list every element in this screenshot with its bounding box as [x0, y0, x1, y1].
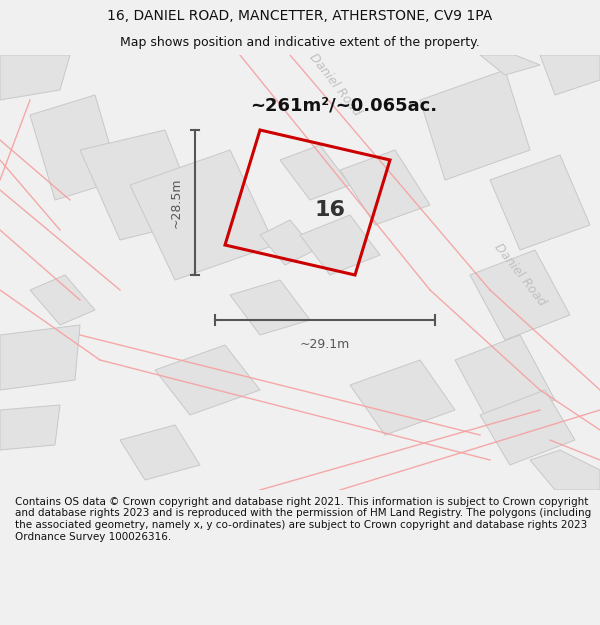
Polygon shape [300, 215, 380, 275]
Text: Contains OS data © Crown copyright and database right 2021. This information is : Contains OS data © Crown copyright and d… [15, 497, 591, 541]
Polygon shape [530, 450, 600, 490]
Text: 16, DANIEL ROAD, MANCETTER, ATHERSTONE, CV9 1PA: 16, DANIEL ROAD, MANCETTER, ATHERSTONE, … [107, 9, 493, 24]
Text: Daniel Road: Daniel Road [491, 241, 548, 309]
Polygon shape [350, 360, 455, 435]
Polygon shape [470, 250, 570, 340]
Polygon shape [130, 150, 275, 280]
Polygon shape [120, 425, 200, 480]
Polygon shape [340, 150, 430, 225]
Text: ~28.5m: ~28.5m [170, 177, 183, 227]
Polygon shape [80, 130, 200, 240]
Polygon shape [260, 220, 315, 265]
Text: Map shows position and indicative extent of the property.: Map shows position and indicative extent… [120, 36, 480, 49]
Polygon shape [155, 345, 260, 415]
Polygon shape [490, 155, 590, 250]
Polygon shape [230, 280, 310, 335]
Polygon shape [0, 55, 70, 100]
Polygon shape [0, 405, 60, 450]
Text: Daniel Road: Daniel Road [307, 51, 364, 119]
Polygon shape [455, 335, 555, 425]
Polygon shape [0, 325, 80, 390]
Polygon shape [540, 55, 600, 95]
Polygon shape [480, 55, 540, 75]
Polygon shape [480, 390, 575, 465]
Text: ~29.1m: ~29.1m [300, 338, 350, 351]
Text: ~261m²/~0.065ac.: ~261m²/~0.065ac. [250, 96, 437, 114]
Text: 16: 16 [314, 200, 346, 220]
Polygon shape [280, 145, 350, 200]
Polygon shape [30, 275, 95, 325]
Polygon shape [420, 70, 530, 180]
Polygon shape [30, 95, 120, 200]
